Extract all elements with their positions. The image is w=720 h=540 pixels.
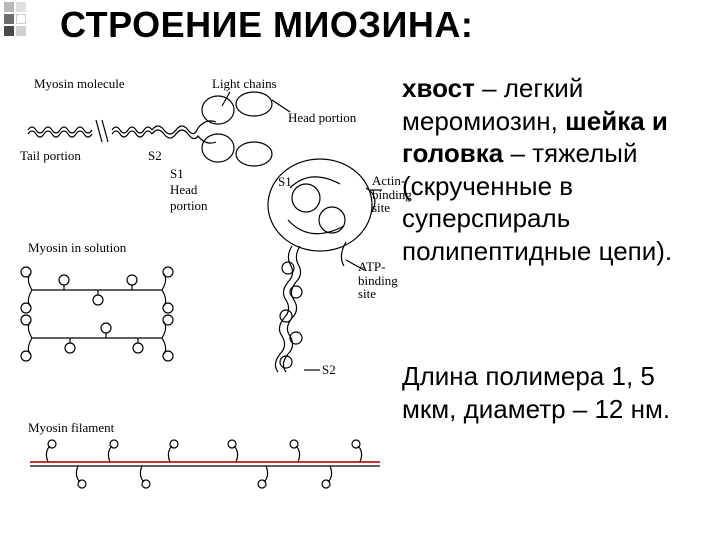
label-myosin-solution: Myosin in solution [28,240,126,256]
label-s1-head-left: S1 Head portion [170,166,208,214]
deco-sq [4,26,14,36]
slide-bullet-deco [4,2,26,36]
body-para-2: Длина полимера 1, 5 мкм, диаметр – 12 нм… [402,360,702,425]
myosin-diagram: Myosin molecule Light chains Tail portio… [20,70,400,510]
label-s2-lower: S2 [322,362,336,378]
label-s2: S2 [148,148,162,164]
label-myosin-molecule: Myosin molecule [34,76,125,92]
label-tail-portion: Tail portion [20,148,81,164]
label-s1-inside: S1 [278,174,292,190]
run-bold: хвост [402,73,475,103]
label-myosin-filament: Myosin filament [28,420,114,436]
body-para-1: хвост – легкий меромиозин, шейка и голов… [402,72,702,267]
label-atp-binding: ATP- binding site [358,260,398,301]
label-actin-binding: Actin- binding site [372,174,412,215]
deco-sq [16,14,26,24]
label-light-chains: Light chains [212,76,277,92]
diagram-svg [20,70,400,510]
deco-sq [4,2,14,12]
deco-sq [16,26,26,36]
deco-sq [4,14,14,24]
deco-sq [16,2,26,12]
slide-title: СТРОЕНИЕ МИОЗИНА: [60,4,473,46]
label-head-portion: Head portion [288,110,356,126]
